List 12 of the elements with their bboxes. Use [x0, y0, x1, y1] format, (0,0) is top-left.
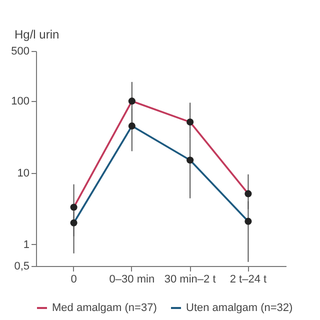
x-tick-label: 2 t–24 t	[230, 274, 267, 286]
y-tick-label: 10	[17, 167, 30, 180]
legend-label: Med amalgam (n=37)	[52, 302, 157, 314]
y-axis-title: Hg/l urin	[14, 28, 60, 42]
legend-label: Uten amalgam (n=32)	[186, 302, 293, 314]
y-tick-label: 1	[23, 238, 30, 251]
y-tick-label: 500	[11, 46, 30, 58]
x-tick-label: 0	[70, 274, 77, 286]
y-tick-label: 100	[11, 96, 30, 108]
y-tick-label: 0,5	[14, 260, 30, 272]
x-tick-label: 30 min–2 t	[164, 274, 216, 286]
x-tick-label: 0–30 min	[109, 274, 155, 286]
